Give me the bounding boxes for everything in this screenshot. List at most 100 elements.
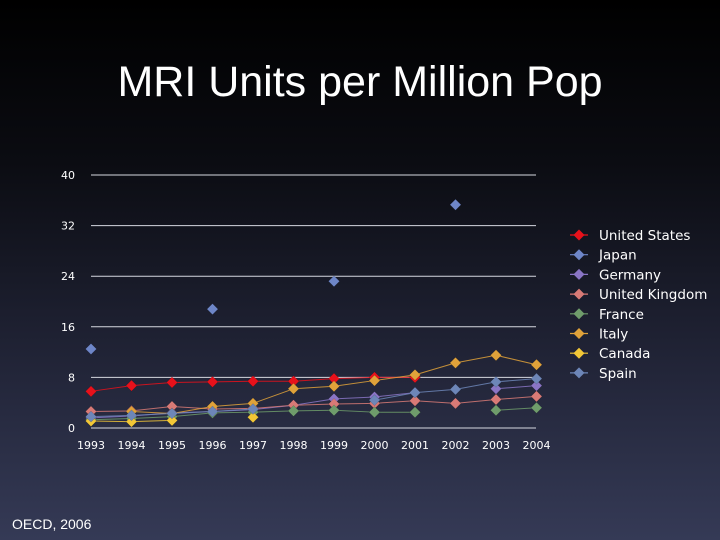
data-point-spain-2002	[449, 383, 462, 396]
x-tick-label: 2001	[401, 439, 429, 452]
data-point-united-states-1993	[85, 385, 97, 398]
data-point-japan-2002	[449, 198, 462, 211]
series-line-segment	[212, 411, 254, 414]
gridlines	[91, 174, 536, 429]
data-point-spain-2000	[368, 394, 381, 407]
series-line-segment	[455, 354, 497, 364]
data-point-france-1999	[328, 404, 340, 417]
series-line-segment	[333, 402, 375, 405]
data-point-spain-1996	[206, 405, 219, 418]
data-point-italy-1999	[328, 380, 340, 393]
series-line-segment	[414, 362, 456, 376]
y-tick-label: 32	[61, 220, 75, 233]
series-line-segment	[212, 402, 254, 407]
data-point-united-kingdom-2004	[530, 390, 543, 403]
legend-swatch-marker	[573, 367, 585, 379]
data-point-canada-1997	[247, 411, 259, 424]
legend-item-italy: Italy	[570, 327, 628, 343]
series-line-segment	[333, 409, 375, 413]
data-point-spain-1994	[125, 409, 138, 422]
data-point-canada-1995	[166, 414, 178, 427]
series-line-segment	[293, 409, 335, 412]
series-line-segment	[90, 410, 132, 413]
x-tick-label: 1996	[199, 439, 227, 452]
y-axis-ticks: 0 8 16 24 32 40	[61, 169, 75, 435]
data-point-japan-1999	[328, 275, 340, 288]
legend-item-germany: Germany	[570, 267, 661, 283]
series-line-segment	[212, 408, 254, 413]
legend-label: Spain	[599, 366, 637, 382]
x-tick-label: 1999	[320, 439, 348, 452]
series-spain	[85, 372, 543, 423]
y-tick-label: 0	[68, 422, 75, 435]
series-line-segment	[212, 380, 254, 383]
x-tick-label: 2002	[442, 439, 470, 452]
series-line-segment	[212, 407, 254, 410]
legend-item-canada: Canada	[570, 346, 650, 362]
data-point-france-2003	[490, 404, 502, 417]
series-line-segment	[374, 392, 416, 398]
series-line-segment	[171, 381, 213, 383]
series-line-segment	[374, 400, 416, 404]
series-line-segment	[455, 399, 497, 404]
series-line-segment	[495, 407, 537, 411]
data-point-italy-1998	[287, 382, 300, 395]
series-united-kingdom	[85, 390, 543, 418]
series-united-states	[85, 371, 421, 398]
data-point-france-2000	[368, 406, 381, 419]
series-line-segment	[293, 398, 335, 406]
legend-item-france: France	[570, 307, 644, 323]
x-tick-label: 1993	[77, 439, 105, 452]
series-line-segment	[171, 406, 213, 414]
legend-swatch-marker	[573, 308, 585, 320]
series-line-segment	[171, 405, 213, 410]
series-line-segment	[495, 385, 537, 390]
data-point-italy-2003	[490, 349, 502, 362]
legend-item-spain: Spain	[570, 366, 637, 382]
series-line-segment	[414, 400, 456, 404]
legend-swatch-marker	[573, 268, 585, 280]
series-line-segment	[414, 388, 456, 394]
series-line-segment	[90, 420, 132, 423]
x-tick-label: 2003	[482, 439, 510, 452]
series-line-segment	[90, 385, 132, 392]
series-line-segment	[374, 374, 416, 382]
series-line-segment	[252, 388, 294, 404]
series-line-segment	[90, 418, 132, 421]
data-point-france-2004	[530, 401, 543, 414]
series-line-segment	[495, 378, 537, 383]
source-note: OECD, 2006	[12, 516, 92, 532]
x-tick-label: 1997	[239, 439, 267, 452]
data-point-united-states-1995	[166, 376, 178, 389]
data-point-united-states-1996	[206, 375, 219, 388]
x-tick-label: 1998	[280, 439, 308, 452]
series-line-segment	[131, 381, 173, 387]
legend-swatch-marker	[573, 288, 585, 300]
legend-label: Germany	[599, 267, 661, 283]
data-point-united-states-1994	[125, 379, 138, 392]
data-point-united-kingdom-2002	[449, 397, 462, 410]
series-group	[85, 198, 543, 428]
data-point-spain-1997	[247, 403, 259, 415]
legend-item-japan: Japan	[570, 248, 637, 264]
series-line-segment	[495, 354, 537, 366]
series-line-segment	[90, 414, 132, 418]
series-line-segment	[293, 385, 335, 390]
legend-item-united-states: United States	[570, 228, 690, 244]
data-point-spain-1995	[166, 407, 178, 420]
x-tick-label: 1994	[118, 439, 146, 452]
series-line-segment	[171, 412, 213, 418]
series-line-segment	[374, 392, 416, 401]
data-point-united-states-1997	[247, 375, 259, 388]
series-line-segment	[171, 411, 213, 414]
series-line-segment	[333, 376, 375, 380]
y-tick-label: 24	[61, 270, 75, 283]
data-point-italy-2000	[368, 374, 381, 387]
legend-label: United States	[599, 228, 690, 244]
x-axis-ticks: 1993 1994 1995 1996 1997 1998 1999 2000 2001 2002…	[77, 439, 551, 452]
series-line-segment	[293, 403, 335, 406]
legend-label: Japan	[598, 248, 637, 264]
y-tick-label: 8	[68, 371, 75, 384]
x-tick-label: 2004	[523, 439, 551, 452]
y-tick-label: 16	[61, 321, 75, 334]
